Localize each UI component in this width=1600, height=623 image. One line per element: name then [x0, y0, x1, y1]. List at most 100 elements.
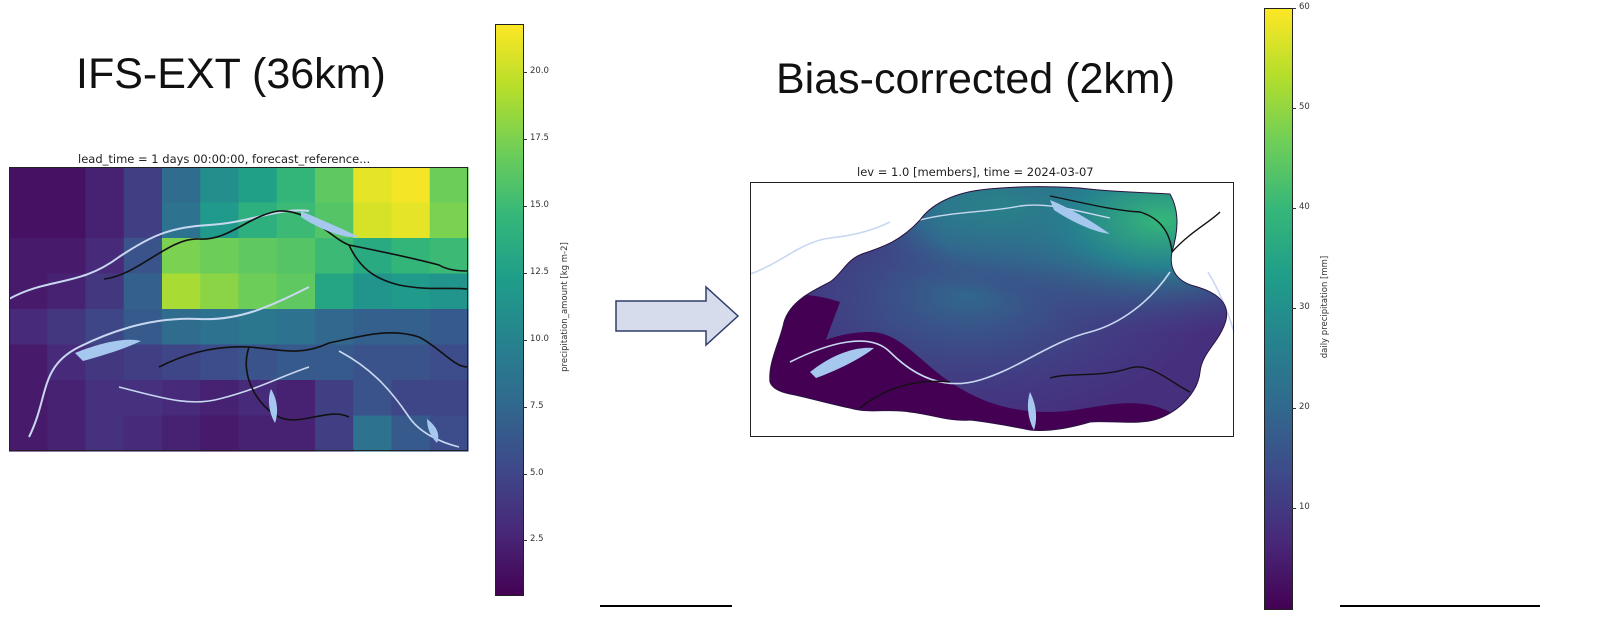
heatmap-cell — [315, 380, 354, 417]
right-colorbar — [1264, 8, 1293, 610]
river — [749, 221, 891, 275]
left-colorbar-label: precipitation_amount [kg m-2] — [560, 242, 570, 372]
colorbar-tick-mark — [1292, 408, 1296, 409]
heatmap-cell — [9, 202, 48, 239]
heatmap-cell — [200, 238, 240, 275]
heatmap-cell — [162, 415, 201, 452]
heatmap-cell — [123, 167, 163, 204]
heatmap-cell — [9, 273, 48, 310]
lake — [301, 211, 359, 238]
heatmap-cell — [9, 380, 48, 417]
lake — [810, 347, 874, 378]
lake — [427, 419, 439, 443]
divider-line — [600, 605, 732, 607]
heatmap-cell — [429, 202, 469, 239]
heatmap-cell — [85, 202, 125, 239]
heatmap-cell — [200, 415, 240, 452]
heatmap-cell — [353, 238, 393, 275]
heatmap-cell — [276, 415, 316, 452]
colorbar-tick-label: 7.5 — [530, 400, 544, 411]
left-heading: IFS-EXT (36km) — [76, 50, 386, 98]
heatmap-cell — [85, 309, 125, 346]
colorbar-tick-mark — [1292, 108, 1296, 109]
river — [789, 271, 1171, 385]
heatmap-cell — [47, 309, 87, 346]
heatmap-cell — [391, 167, 431, 204]
heatmap-cell — [200, 273, 240, 310]
heatmap-cell — [238, 273, 278, 310]
heatmap-cell — [85, 380, 125, 417]
colorbar-tick-mark — [523, 205, 527, 207]
colorbar-tick-mark — [523, 473, 527, 475]
heatmap-cell — [391, 238, 431, 275]
heatmap-cell — [9, 415, 48, 452]
heatmap-cell — [238, 167, 278, 204]
lake — [75, 339, 141, 361]
heatmap-cell — [123, 273, 163, 310]
heatmap-cell — [162, 238, 201, 275]
heatmap-cell — [315, 344, 354, 381]
heatmap-cell — [353, 380, 393, 417]
heatmap-cell — [429, 380, 469, 417]
country-border — [859, 195, 1221, 409]
river — [338, 350, 460, 448]
colorbar-tick-label: 10.0 — [530, 333, 549, 344]
heatmap-cell — [162, 202, 201, 239]
heatmap-cell — [9, 238, 48, 275]
left-plot-title: lead_time = 1 days 00:00:00, forecast_re… — [78, 152, 371, 166]
colorbar-tick-label: 50 — [1299, 102, 1310, 112]
heatmap-cell — [47, 415, 87, 452]
colorbar-tick-label: 30 — [1299, 302, 1310, 312]
colorbar-tick-label: 15.0 — [530, 199, 549, 210]
heatmap-cell — [123, 202, 163, 239]
heatmap-cell — [123, 344, 163, 381]
colorbar-tick-mark — [523, 406, 527, 408]
heatmap-cell — [429, 309, 469, 346]
heatmap-cell — [9, 309, 48, 346]
colorbar-tick-label: 40 — [1299, 202, 1310, 212]
heatmap-cell — [47, 273, 87, 310]
right-arrow-icon — [615, 285, 740, 347]
heatmap-cell — [353, 415, 393, 452]
colorbar-tick-label: 5.0 — [530, 467, 544, 478]
colorbar-tick-mark — [1292, 508, 1296, 509]
heatmap-cell — [315, 238, 354, 275]
river — [118, 366, 310, 403]
heatmap-cell — [85, 238, 125, 275]
heatmap-cell — [200, 309, 240, 346]
river — [28, 286, 310, 438]
heatmap-cell — [391, 380, 431, 417]
heatmap-cell — [85, 167, 125, 204]
right-colorbar-label: daily precipitation [mm] — [1320, 255, 1330, 359]
colorbar-tick-mark — [1292, 8, 1296, 9]
colorbar-tick-mark — [523, 272, 527, 274]
heatmap-cell — [162, 380, 201, 417]
heatmap-cell — [123, 380, 163, 417]
lake — [1027, 392, 1037, 430]
left-precip-map — [8, 167, 469, 452]
divider-line — [1340, 605, 1540, 607]
heatmap-cell — [238, 238, 278, 275]
heatmap-cell — [276, 273, 316, 310]
heatmap-cell — [353, 273, 393, 310]
colorbar-tick-label: 10 — [1299, 502, 1310, 512]
left-colorbar — [495, 24, 524, 596]
heatmap-cell — [429, 273, 469, 310]
heatmap-cell — [276, 309, 316, 346]
heatmap-cell — [353, 309, 393, 346]
heatmap-cell — [238, 344, 278, 381]
heatmap-cell — [47, 238, 87, 275]
heatmap-cell — [353, 167, 393, 204]
heatmap-cell — [391, 273, 431, 310]
heatmap-cell — [276, 167, 316, 204]
heatmap-cell — [391, 415, 431, 452]
heatmap-cell — [123, 415, 163, 452]
river — [919, 204, 1111, 221]
heatmap-cell — [315, 273, 354, 310]
lake — [268, 389, 278, 423]
heatmap-cell — [429, 167, 469, 204]
colorbar-tick-mark — [523, 139, 527, 141]
colorbar-tick-label: 20.0 — [530, 66, 549, 77]
heatmap-cell — [353, 202, 393, 239]
colorbar-tick-mark — [1292, 308, 1296, 309]
